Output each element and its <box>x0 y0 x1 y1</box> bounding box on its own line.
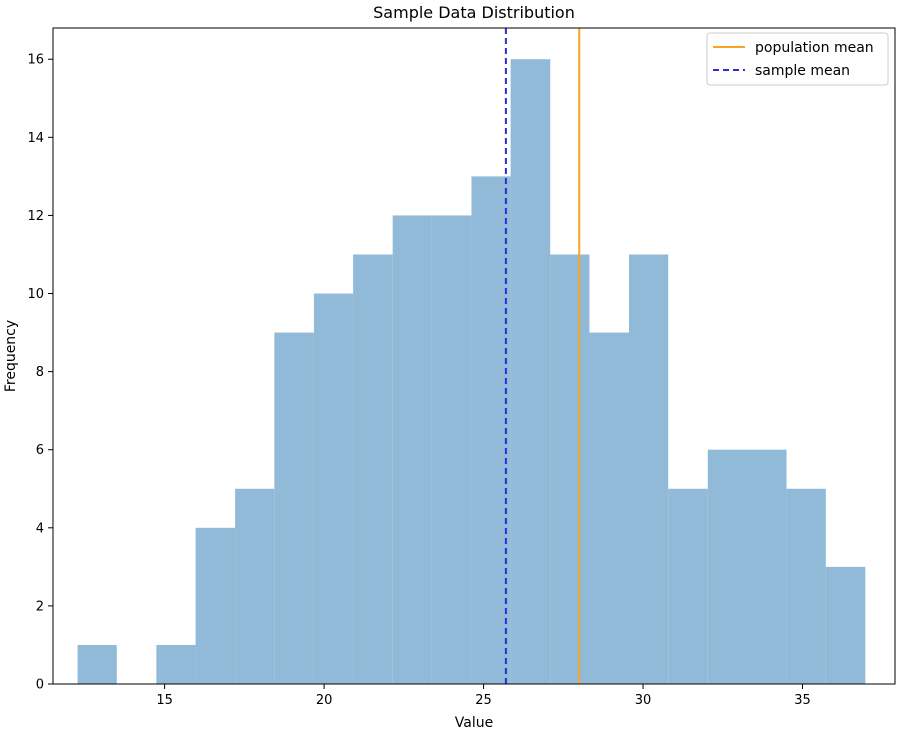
histogram-bar-7 <box>353 254 393 685</box>
y-tick-label: 4 <box>36 521 44 536</box>
histogram-bar-16 <box>707 449 748 684</box>
x-tick-label: 15 <box>156 693 173 708</box>
histogram-bar-15 <box>668 488 708 684</box>
histogram-bar-13 <box>589 332 630 684</box>
y-tick-label: 0 <box>36 678 44 693</box>
histogram-bar-0 <box>77 644 117 684</box>
y-tick-label: 6 <box>36 443 44 458</box>
mean-lines-layer <box>504 28 581 684</box>
histogram-bar-17 <box>747 449 787 684</box>
y-tick-label: 10 <box>27 287 44 302</box>
legend: population mean sample mean <box>706 32 889 86</box>
x-tick-label: 20 <box>316 693 333 708</box>
histogram-bar-5 <box>274 332 314 684</box>
histogram-bar-9 <box>431 215 472 684</box>
histogram-bar-11 <box>510 59 551 685</box>
y-tick-label: 14 <box>27 131 44 146</box>
chart-title: Sample Data Distribution <box>373 3 575 22</box>
x-tick-label: 35 <box>794 693 811 708</box>
x-axis-ticks: 15 20 25 30 35 <box>156 684 811 708</box>
y-axis-ticks: 0 2 4 6 8 10 12 14 16 <box>27 53 53 693</box>
histogram-bar-12 <box>550 254 590 685</box>
histogram-bar-4 <box>235 488 275 684</box>
x-tick-label: 25 <box>475 693 492 708</box>
y-tick-label: 16 <box>27 53 44 68</box>
legend-label-population-mean: population mean <box>755 40 874 56</box>
y-tick-label: 2 <box>36 599 44 614</box>
histogram-bar-18 <box>786 488 826 684</box>
histogram-bar-10 <box>471 176 511 684</box>
y-axis-label: Frequency <box>3 320 19 392</box>
legend-box <box>706 32 889 86</box>
y-tick-label: 12 <box>27 209 44 224</box>
plot-frame <box>52 27 896 685</box>
histogram-bar-14 <box>629 254 669 685</box>
bars-layer <box>77 59 866 685</box>
histogram-bar-6 <box>313 293 354 684</box>
legend-label-sample-mean: sample mean <box>755 63 850 79</box>
y-tick-label: 8 <box>36 365 44 380</box>
histogram-bar-19 <box>825 566 866 684</box>
x-axis-label: Value <box>455 715 493 731</box>
histogram-bar-3 <box>195 527 236 684</box>
x-tick-label: 30 <box>635 693 652 708</box>
histogram-bar-2 <box>156 644 196 684</box>
histogram-bar-8 <box>392 215 432 684</box>
